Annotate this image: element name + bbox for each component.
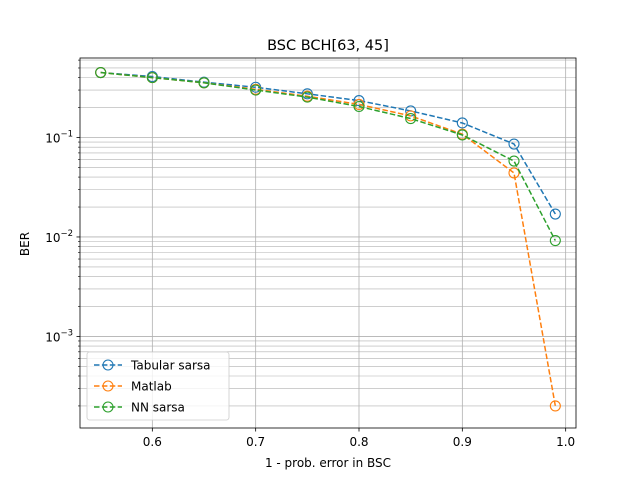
legend-marker — [102, 401, 114, 413]
y-tick-label: 10−2 — [45, 229, 73, 245]
data-point — [508, 155, 520, 167]
ticks: 0.6 0.7 0.8 0.9 1.0 10−3 10−2 10−1 — [45, 59, 575, 449]
series-line — [100, 71, 556, 241]
legend-item: NN sarsa — [94, 401, 185, 415]
legend-item: Matlab — [94, 380, 172, 394]
legend-box — [86, 351, 230, 421]
data-point — [508, 138, 520, 150]
x-tick-label: 0.9 — [453, 435, 472, 449]
x-tick-label: 0.8 — [349, 435, 368, 449]
x-axis-label: 1 - prob. error in BSC — [265, 456, 391, 470]
data-point — [549, 235, 561, 247]
data-point — [146, 72, 158, 84]
series-layer — [95, 66, 561, 412]
data-point — [549, 400, 561, 412]
legend-marker — [102, 359, 114, 371]
data-point — [301, 91, 313, 103]
series-line — [100, 71, 557, 407]
legend-label: Tabular sarsa — [130, 359, 211, 373]
y-axis-label: BER — [18, 232, 32, 256]
data-point — [405, 113, 417, 125]
legend-label: NN sarsa — [131, 401, 185, 415]
x-tick-label: 0.6 — [143, 435, 162, 449]
data-point — [250, 84, 262, 96]
data-point — [95, 66, 107, 79]
data-point — [353, 100, 365, 113]
series-2 — [95, 66, 561, 247]
series-line — [100, 71, 556, 215]
data-point — [456, 117, 468, 129]
chart-title: BSC BCH[63, 45] — [267, 38, 389, 54]
data-point — [456, 129, 468, 141]
data-point — [549, 208, 561, 220]
legend-item: Tabular sarsa — [94, 359, 211, 373]
y-tick-label: 10−3 — [45, 328, 73, 344]
y-tick-label: 10−1 — [45, 130, 73, 146]
data-point — [198, 77, 210, 89]
plot-frame — [79, 57, 577, 429]
x-tick-label: 0.7 — [246, 435, 265, 449]
data-point — [405, 110, 417, 122]
legend-label: Matlab — [131, 380, 172, 394]
legend: Tabular sarsa Matlab NN sarsa — [86, 351, 230, 421]
legend-marker — [102, 380, 114, 392]
data-point — [508, 167, 520, 179]
data-point — [301, 88, 313, 100]
x-tick-label: 1.0 — [556, 435, 575, 449]
data-point — [353, 95, 365, 107]
